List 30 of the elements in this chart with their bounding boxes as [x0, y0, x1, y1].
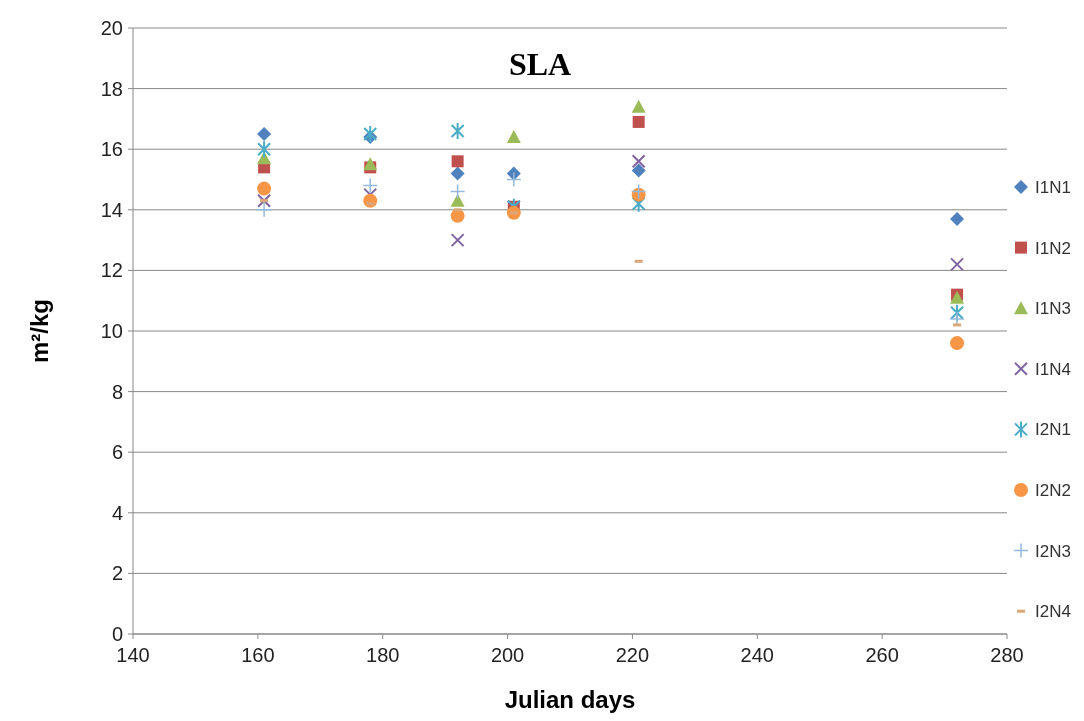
x-tick-label: 140 — [116, 644, 150, 666]
x-tick-label: 280 — [990, 644, 1024, 666]
y-tick-label: 16 — [100, 138, 123, 161]
y-tick-label: 18 — [100, 77, 123, 100]
x-tick-label: 260 — [865, 644, 899, 666]
x-tick-label: 240 — [740, 644, 774, 666]
x-tick-label: 200 — [490, 644, 525, 666]
legend-label: I1N2 — [1035, 238, 1071, 258]
legend-label: I2N4 — [1035, 602, 1071, 622]
x-tick-label: 180 — [366, 644, 400, 666]
legend-label: I2N2 — [1035, 481, 1071, 500]
y-tick-label: 2 — [111, 562, 123, 585]
x-axis-title: Julian days — [504, 686, 636, 713]
y-tick-label: 20 — [100, 17, 123, 39]
legend-label: I1N3 — [1035, 299, 1071, 319]
legend-label: I2N1 — [1035, 420, 1071, 440]
x-tick-label: 160 — [241, 644, 275, 666]
y-tick-label: 12 — [100, 259, 123, 282]
legend-label: I1N1 — [1035, 178, 1071, 197]
y-tick-label: 14 — [100, 198, 123, 221]
x-tick-label: 220 — [615, 644, 650, 666]
y-axis-title: m²/kg — [26, 298, 53, 364]
y-tick-label: 10 — [100, 320, 123, 342]
y-tick-label: 8 — [111, 380, 123, 403]
legend-label: I1N4 — [1035, 359, 1071, 379]
y-tick-label: 4 — [111, 501, 123, 524]
legend-label: I2N3 — [1035, 541, 1071, 561]
text: SLA — [508, 46, 572, 82]
y-tick-label: 6 — [111, 441, 123, 464]
y-tick-label: 0 — [111, 623, 123, 645]
